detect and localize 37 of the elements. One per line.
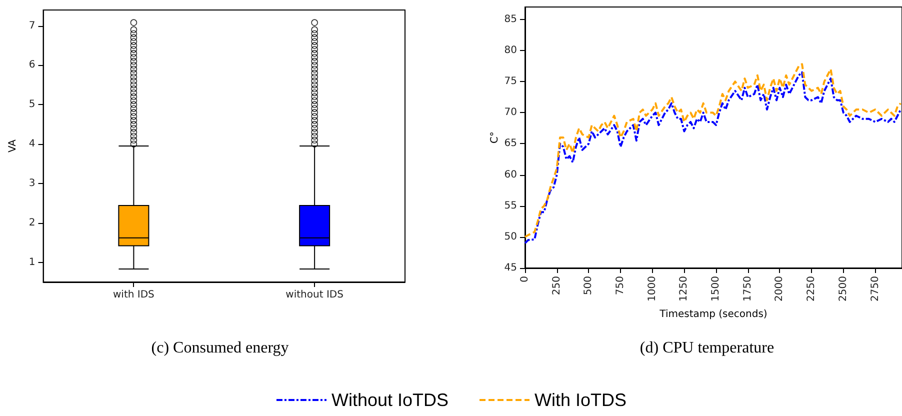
x-tick-label: 2250 — [806, 276, 818, 302]
y-tick-label: 2 — [28, 217, 36, 228]
x-tick-label: without IDS — [286, 290, 344, 300]
x-tick-label: 1500 — [710, 276, 722, 302]
y-tick-label: 70 — [504, 107, 517, 118]
x-tick-label: 1000 — [646, 276, 658, 302]
x-tick-label: 250 — [551, 276, 562, 296]
y-tick-label: 65 — [504, 138, 517, 150]
x-tick-label: 2000 — [774, 276, 786, 302]
x-tick-label: 1250 — [678, 276, 690, 302]
x-axis-title: Timestamp (seconds) — [658, 308, 768, 320]
x-tick-label: 2500 — [838, 276, 849, 302]
y-tick-label: 45 — [504, 262, 517, 274]
text: (c) Consumed energy — [151, 340, 289, 356]
y-tick-label: 1 — [28, 256, 36, 268]
x-tick-label: 1750 — [742, 276, 754, 302]
text: (d) CPU temperature — [640, 340, 774, 356]
y-tick-label: 6 — [28, 60, 36, 71]
y-axis-title: C° — [490, 132, 500, 144]
x-tick-label: 500 — [583, 276, 594, 296]
y-tick-label: 80 — [504, 45, 517, 56]
y-tick-label: 55 — [504, 200, 517, 212]
x-tick-label: 0 — [520, 276, 530, 282]
y-axis-title: VA — [8, 139, 18, 153]
y-tick-label: 5 — [28, 99, 36, 110]
y-tick-label: 60 — [504, 169, 517, 180]
legend-label: With IoTDS — [534, 390, 627, 410]
y-tick-label: 3 — [28, 178, 36, 189]
legend-label: Without IoTDS — [331, 390, 449, 410]
x-tick-label: 750 — [615, 276, 626, 296]
y-tick-label: 85 — [504, 14, 517, 25]
y-tick-label: 7 — [28, 20, 36, 32]
y-tick-label: 50 — [504, 231, 517, 242]
x-tick-label: with IDS — [112, 290, 154, 300]
y-tick-label: 75 — [504, 76, 517, 88]
x-tick-label: 2750 — [870, 276, 881, 302]
y-tick-label: 4 — [28, 138, 36, 150]
